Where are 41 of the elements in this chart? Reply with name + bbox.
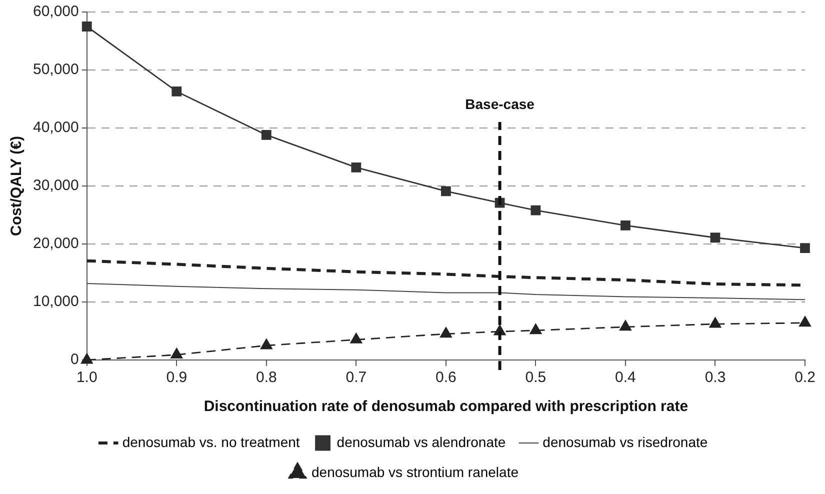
ref-line-label: Base-case — [465, 96, 535, 112]
point — [350, 333, 362, 344]
point — [710, 232, 720, 243]
point — [530, 205, 541, 216]
point — [170, 348, 183, 358]
point — [440, 186, 451, 196]
point — [620, 320, 632, 331]
point — [82, 22, 92, 32]
x-tick-label: 0.4 — [615, 369, 636, 386]
y-tick-label: 0 — [70, 351, 79, 368]
x-tick-label: 0.5 — [525, 369, 546, 386]
y-axis-title: Cost/QALY (€) — [8, 136, 26, 236]
y-tick-label: 30,000 — [32, 177, 79, 194]
x-tick-label: 0.3 — [704, 369, 726, 386]
point — [260, 338, 272, 350]
point — [530, 324, 542, 334]
point — [800, 243, 810, 254]
x-axis-title: Discontinuation rate of denosumab compared with prescription rate — [204, 398, 688, 416]
point — [80, 353, 93, 364]
legend-label: denosumab vs risedronate — [542, 434, 708, 450]
legend-label: denosumab vs strontium ranelate — [312, 464, 519, 480]
point — [620, 220, 630, 230]
y-tick-label: 50,000 — [32, 61, 79, 78]
y-tick-label: 60,000 — [32, 3, 79, 20]
point — [440, 327, 452, 338]
x-tick-label: 0.9 — [166, 369, 188, 386]
point — [172, 86, 182, 96]
x-tick-label: 0.8 — [256, 369, 277, 386]
y-tick-label: 20,000 — [32, 235, 79, 252]
point — [709, 317, 722, 328]
x-tick-label: 0.7 — [346, 369, 367, 386]
point — [799, 316, 811, 327]
point — [261, 130, 272, 140]
y-tick-label: 40,000 — [32, 119, 79, 136]
y-tick-label: 10,000 — [32, 293, 79, 310]
x-tick-label: 0.2 — [794, 369, 816, 386]
legend-label: denosumab vs. no treatment — [122, 434, 300, 450]
legend-label: denosumab vs alendronate — [336, 434, 506, 450]
point — [351, 162, 362, 172]
x-tick-label: 0.6 — [436, 369, 456, 386]
x-tick-label: 1.0 — [76, 369, 98, 386]
